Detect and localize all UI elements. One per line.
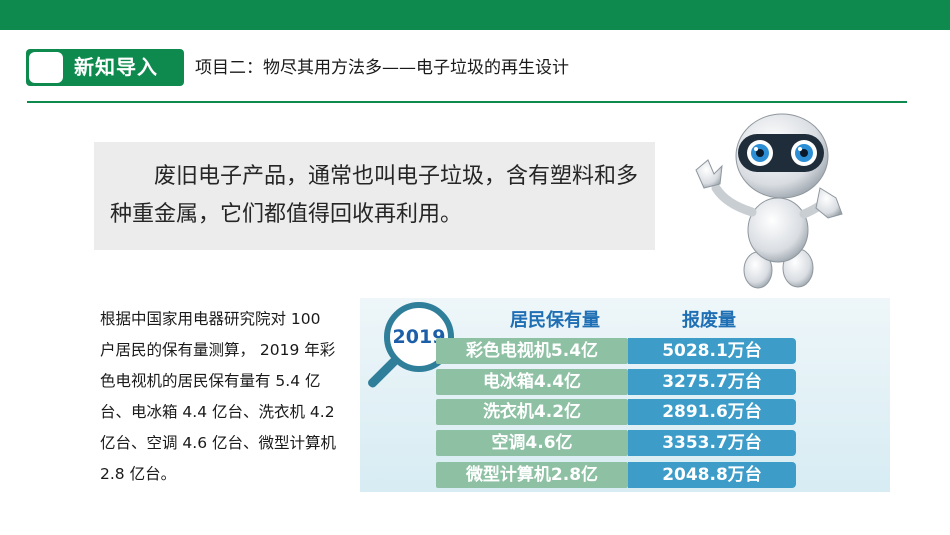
- top-bar: [0, 0, 950, 30]
- scrapped-cell: 3275.7万台: [628, 369, 796, 395]
- year-label: 2019: [392, 326, 446, 348]
- table-row: 空调4.6亿 3353.7万台: [436, 430, 798, 456]
- column-header-owned: 居民保有量: [510, 310, 600, 331]
- owned-cell: 电冰箱4.4亿: [436, 369, 628, 395]
- scrapped-cell: 2891.6万台: [628, 399, 796, 425]
- description-paragraph: 根据中国家用电器研究院对 100 户居民的保有量测算， 2019 年彩色电视机的…: [100, 310, 337, 483]
- table-row: 电冰箱4.4亿 3275.7万台: [436, 369, 798, 395]
- title-divider: [27, 101, 907, 103]
- scrapped-cell: 5028.1万台: [628, 338, 796, 364]
- intro-box: 废旧电子产品，通常也叫电子垃圾，含有塑料和多种重金属，它们都值得回收再利用。: [94, 142, 655, 250]
- owned-cell: 洗衣机4.2亿: [436, 399, 628, 425]
- owned-cell: 空调4.6亿: [436, 430, 628, 456]
- scrapped-cell: 2048.8万台: [628, 462, 796, 488]
- appliance-table: 2019 居民保有量 报废量 彩色电视机5.4亿 5028.1万台 电冰箱4.4…: [360, 298, 890, 492]
- slide-title: 项目二：物尽其用方法多——电子垃圾的再生设计: [195, 58, 569, 78]
- section-badge-label: 新知导入: [74, 55, 158, 79]
- scrapped-cell: 3353.7万台: [628, 430, 796, 456]
- badge-square-icon: [29, 52, 63, 83]
- owned-cell: 彩色电视机5.4亿: [436, 338, 628, 364]
- column-header-scrapped: 报废量: [682, 310, 736, 331]
- table-row: 微型计算机2.8亿 2048.8万台: [436, 462, 798, 488]
- section-badge: 新知导入: [26, 49, 184, 86]
- robot-mascot-icon: [695, 113, 843, 289]
- magnifier-handle-icon: [366, 355, 400, 390]
- table-row: 洗衣机4.2亿 2891.6万台: [436, 399, 798, 425]
- intro-text: 废旧电子产品，通常也叫电子垃圾，含有塑料和多种重金属，它们都值得回收再利用。: [110, 164, 639, 227]
- owned-cell: 微型计算机2.8亿: [436, 462, 628, 488]
- table-row: 彩色电视机5.4亿 5028.1万台: [436, 338, 798, 364]
